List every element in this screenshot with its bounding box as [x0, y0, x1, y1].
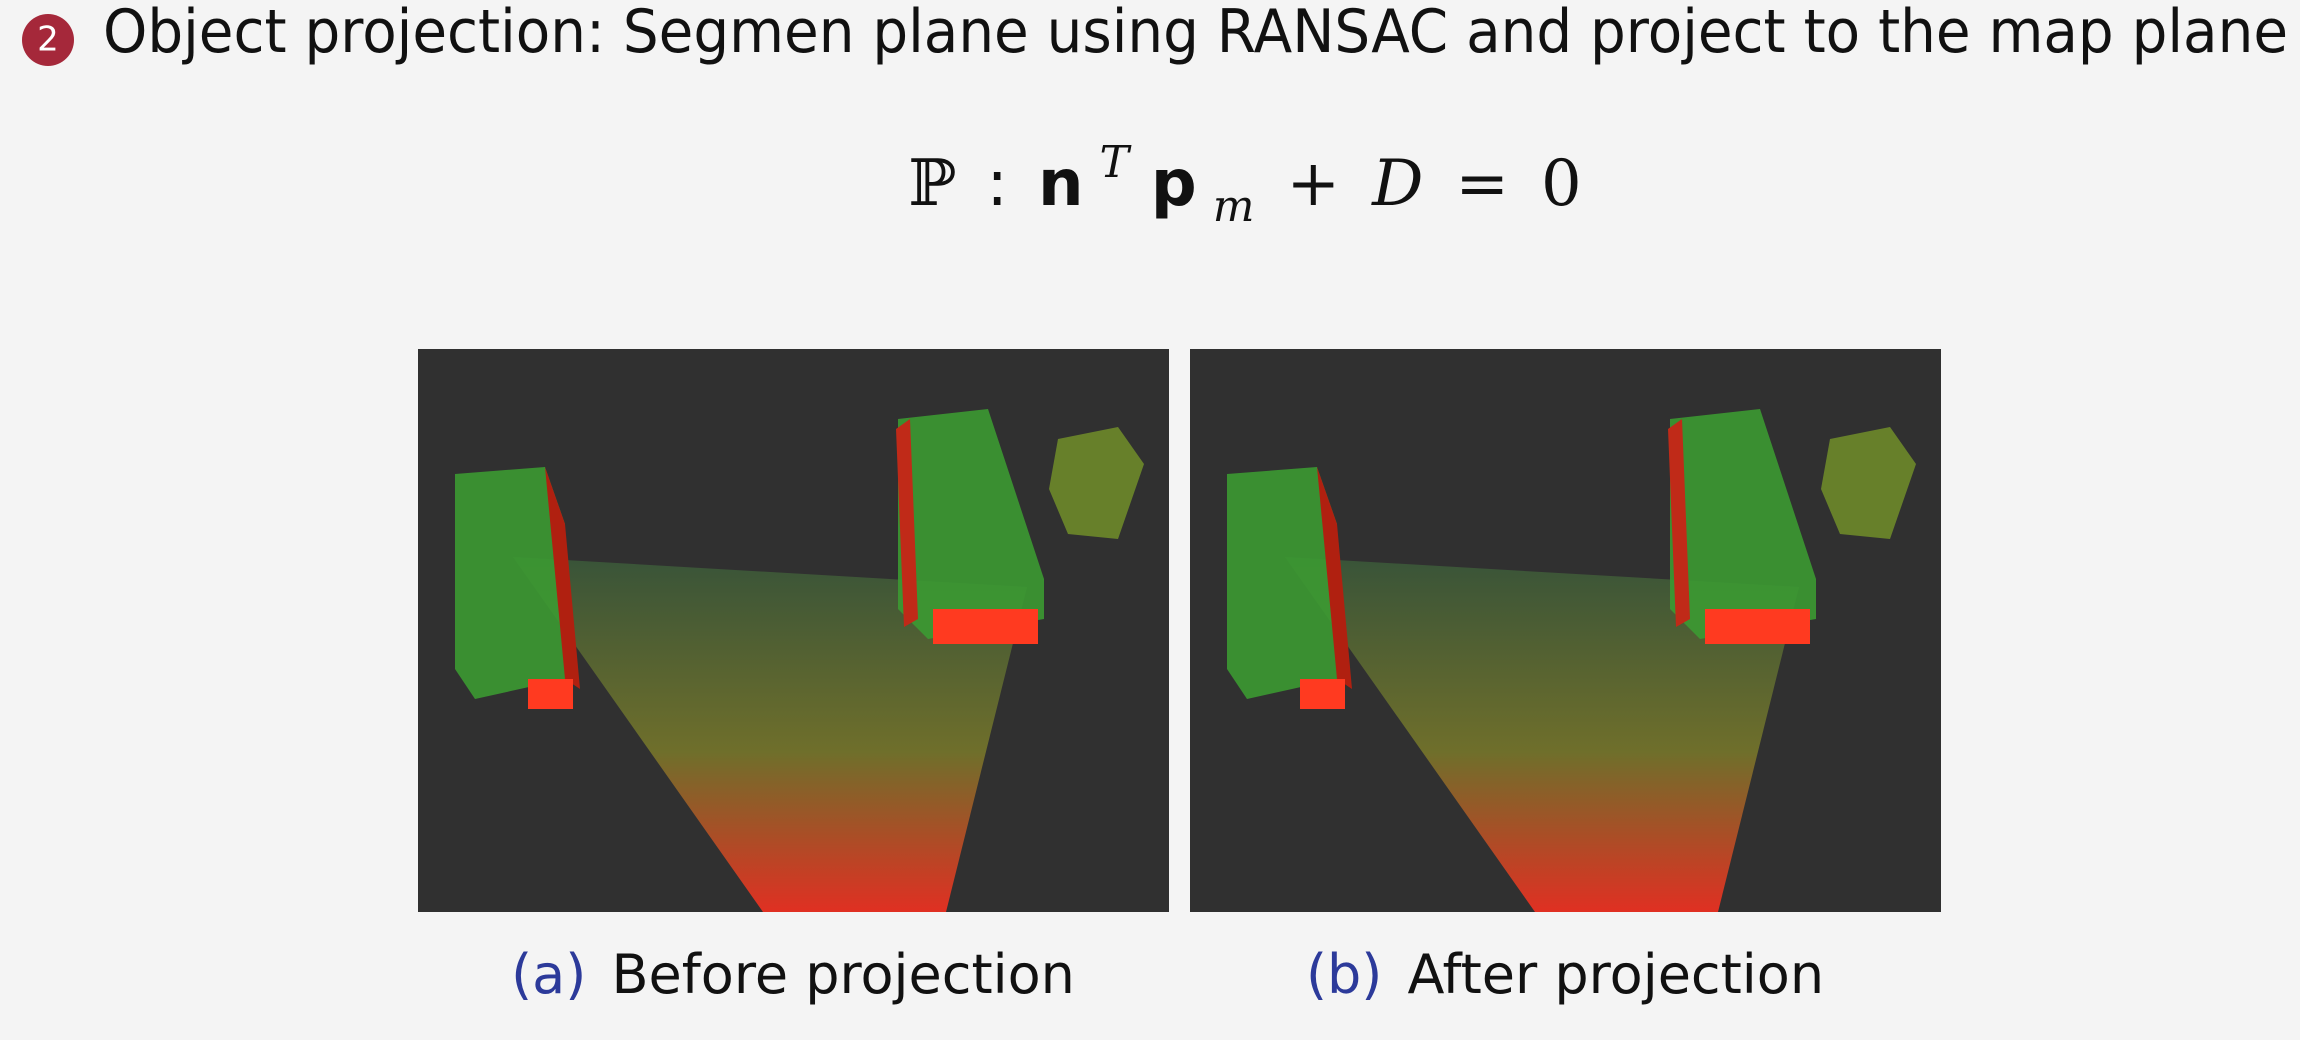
caption-a: (a) Before projection	[511, 943, 1075, 1006]
item-bullet	[22, 14, 74, 66]
item-text: Object projection: Segmen plane using RA…	[103, 0, 2288, 67]
caption-text: Before projection	[612, 943, 1075, 1006]
eq-p: p	[1151, 147, 1197, 221]
caption-b: (b) After projection	[1306, 943, 1824, 1006]
eq-zero: 0	[1541, 147, 1582, 221]
eq-plus: +	[1286, 147, 1340, 221]
eq-d: D	[1371, 147, 1423, 221]
figure-before	[418, 349, 1169, 912]
eq-symbol: ℙ	[908, 147, 956, 221]
caption-label: (a)	[511, 943, 586, 1006]
item-number: 2	[37, 20, 59, 60]
equation: ℙ : n T p m + D = 0	[908, 120, 1581, 235]
caption-text: After projection	[1408, 943, 1825, 1006]
eq-equals: =	[1455, 147, 1509, 221]
eq-sub: m	[1213, 181, 1255, 232]
eq-colon: :	[986, 147, 1008, 221]
eq-n: n	[1038, 147, 1084, 221]
eq-sup: T	[1100, 137, 1133, 188]
caption-label: (b)	[1306, 943, 1382, 1006]
figure-after	[1190, 349, 1941, 912]
